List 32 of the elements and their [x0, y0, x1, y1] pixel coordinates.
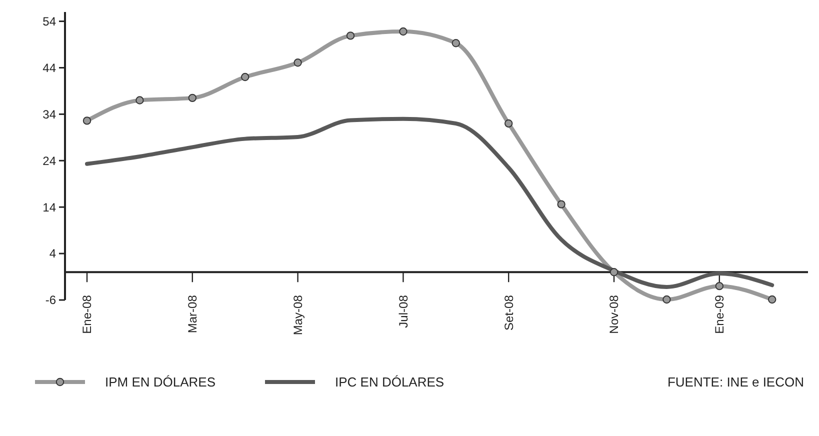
x-tick-label: Nov-08 — [607, 294, 622, 334]
legend-label: IPC EN DÓLARES — [335, 374, 444, 390]
y-tick-label: 24 — [42, 154, 56, 168]
point — [241, 72, 250, 82]
x-tick-label: Ene-08 — [80, 294, 94, 334]
y-tick-label: 14 — [42, 200, 56, 214]
point — [346, 32, 355, 40]
y-tick-label: -6 — [45, 293, 56, 308]
y-tick-label: 4 — [49, 246, 56, 261]
x-tick-label: Mar-08 — [186, 294, 200, 334]
point — [557, 200, 566, 208]
point — [136, 96, 144, 104]
point — [715, 282, 724, 290]
x-tick-label: Set-08 — [502, 294, 516, 330]
y-tick-label: 44 — [42, 60, 56, 75]
point — [452, 39, 460, 48]
point — [662, 295, 671, 304]
source-note: FUENTE: INE e IECON — [667, 374, 804, 390]
y-tick-label: 34 — [42, 107, 56, 122]
point — [188, 94, 196, 102]
y-tick-label: 54 — [42, 14, 56, 28]
point — [294, 58, 302, 67]
legend-label: IPM EN DÓLARES — [105, 374, 216, 390]
x-tick-label: May-08 — [291, 294, 305, 336]
point — [610, 268, 618, 276]
point — [82, 116, 92, 125]
point — [399, 27, 408, 36]
x-tick-label: Jul-08 — [396, 294, 410, 328]
x-tick-label: Ene-09 — [712, 294, 727, 334]
point — [504, 119, 513, 128]
line-series — [85, 116, 774, 289]
point — [768, 295, 776, 304]
